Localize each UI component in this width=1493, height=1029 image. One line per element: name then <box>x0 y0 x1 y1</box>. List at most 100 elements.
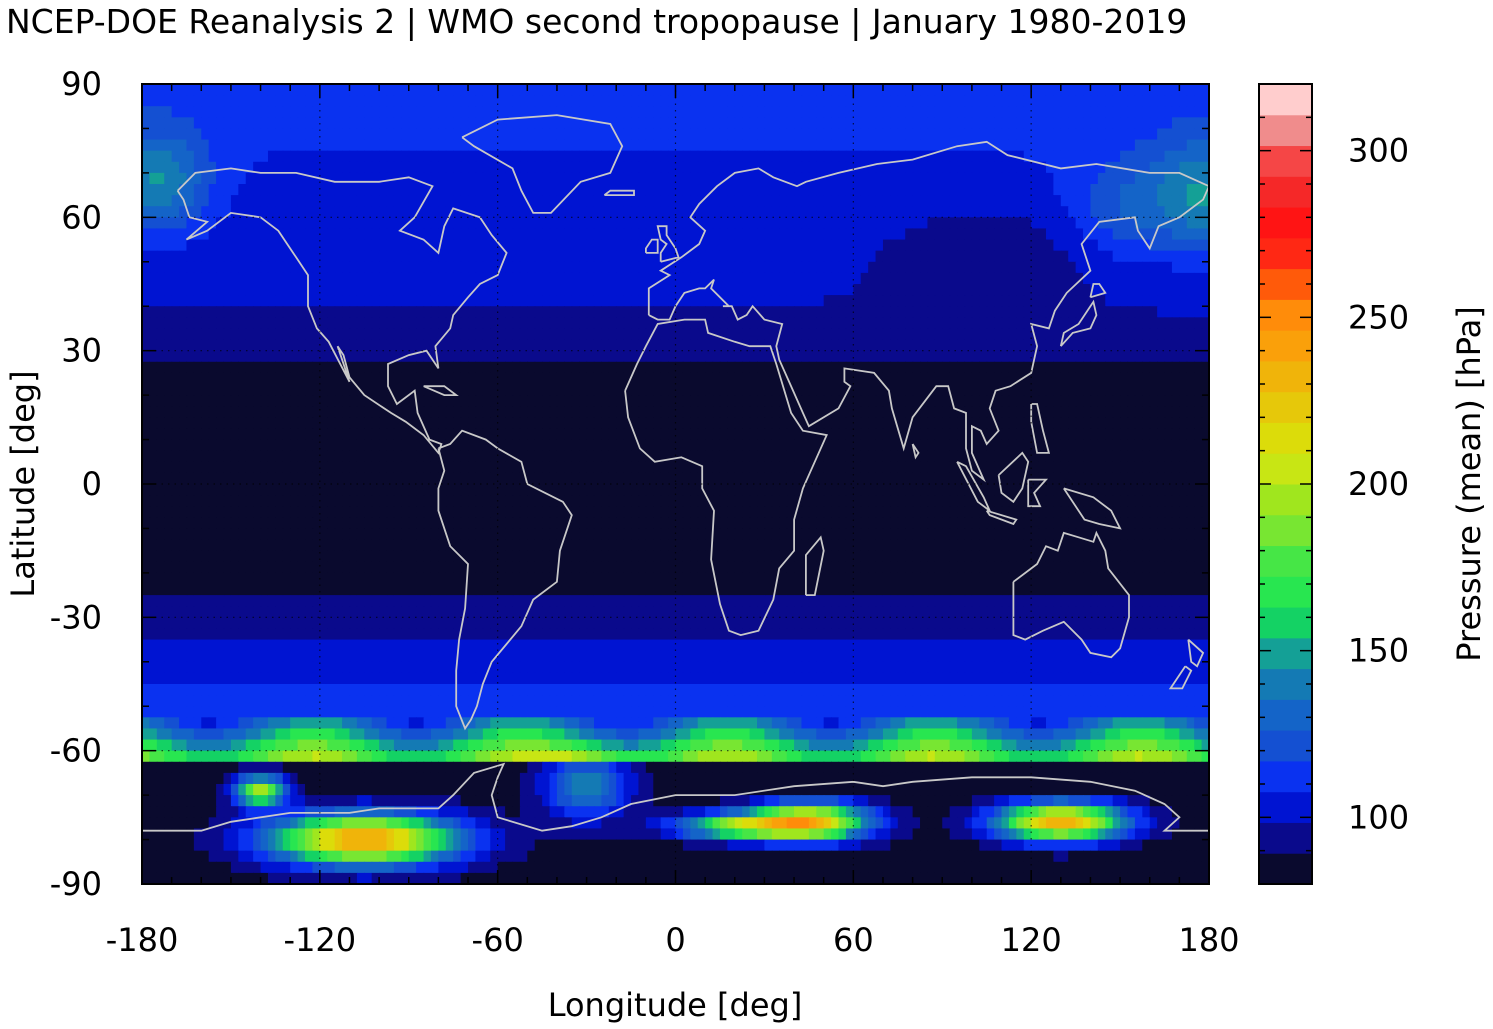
heatmap-cell <box>964 206 973 218</box>
heatmap-cell <box>1149 184 1158 196</box>
heatmap-cell <box>142 184 151 196</box>
heatmap-cell <box>460 172 469 185</box>
heatmap-cell <box>512 106 521 118</box>
heatmap-cell <box>586 272 595 285</box>
heatmap-cell <box>845 128 854 141</box>
heatmap-cell <box>245 450 254 463</box>
heatmap-cell <box>386 184 395 196</box>
heatmap-cell <box>1127 261 1136 274</box>
heatmap-cell <box>142 117 151 130</box>
heatmap-cell <box>460 384 469 396</box>
heatmap-cell <box>601 250 610 263</box>
heatmap-cell <box>794 372 803 385</box>
heatmap-cell <box>275 395 284 407</box>
heatmap-cell <box>401 195 410 207</box>
heatmap-cell <box>1053 117 1062 130</box>
heatmap-cell <box>1097 228 1106 241</box>
heatmap-cell <box>438 417 447 430</box>
heatmap-cell <box>905 317 914 330</box>
heatmap-cell <box>186 239 195 252</box>
heatmap-cell <box>808 239 817 252</box>
heatmap-cell <box>1120 195 1129 207</box>
heatmap-cell <box>942 272 951 285</box>
heatmap-cell <box>1001 384 1010 396</box>
heatmap-cell <box>905 106 914 118</box>
heatmap-cell <box>238 106 247 118</box>
heatmap-cell <box>497 450 506 463</box>
heatmap-cell <box>408 428 417 441</box>
heatmap-cell <box>416 117 425 130</box>
heatmap-cell <box>1171 250 1180 263</box>
heatmap-cell <box>297 428 306 441</box>
heatmap-cell <box>171 406 180 418</box>
heatmap-cell <box>290 406 299 418</box>
heatmap-cell <box>534 450 543 463</box>
heatmap-cell <box>1090 417 1099 430</box>
heatmap-cell <box>534 150 543 163</box>
heatmap-cell <box>342 128 351 141</box>
heatmap-cell <box>712 261 721 274</box>
heatmap-cell <box>786 295 795 307</box>
heatmap-cell <box>408 328 417 341</box>
heatmap-cell <box>831 161 840 174</box>
heatmap-cell <box>653 461 662 474</box>
heatmap-cell <box>727 195 736 207</box>
heatmap-cell <box>379 417 388 430</box>
heatmap-cell <box>1023 250 1032 263</box>
heatmap-cell <box>1060 172 1069 185</box>
heatmap-cell <box>549 150 558 163</box>
heatmap-cell <box>964 395 973 407</box>
heatmap-cell <box>675 306 684 318</box>
heatmap-cell <box>882 461 891 474</box>
heatmap-cell <box>616 317 625 330</box>
heatmap-cell <box>838 172 847 185</box>
heatmap-cell <box>727 206 736 218</box>
heatmap-cell <box>505 395 514 407</box>
heatmap-cell <box>468 384 477 396</box>
heatmap-cell <box>608 417 617 430</box>
heatmap-cell <box>890 361 899 374</box>
heatmap-cell <box>408 150 417 163</box>
heatmap-cell <box>868 95 877 107</box>
heatmap-cell <box>868 406 877 418</box>
heatmap-cell <box>757 306 766 318</box>
heatmap-cell <box>1120 439 1129 452</box>
heatmap-cell <box>201 339 210 352</box>
heatmap-cell <box>801 217 810 230</box>
heatmap-cell <box>1194 128 1203 141</box>
heatmap-cell <box>616 161 625 174</box>
heatmap-cell <box>1134 450 1143 463</box>
heatmap-cell <box>505 106 514 118</box>
heatmap-cell <box>193 439 202 452</box>
heatmap-cell <box>645 406 654 418</box>
heatmap-cell <box>1149 95 1158 107</box>
heatmap-cell <box>934 372 943 385</box>
heatmap-cell <box>957 239 966 252</box>
heatmap-cell <box>527 306 536 318</box>
heatmap-cell <box>1053 228 1062 241</box>
heatmap-cell <box>386 228 395 241</box>
heatmap-cell <box>423 384 432 396</box>
heatmap-cell <box>653 295 662 307</box>
heatmap-cell <box>371 117 380 130</box>
heatmap-cell <box>712 317 721 330</box>
heatmap-cell <box>408 350 417 363</box>
heatmap-cell <box>905 139 914 152</box>
heatmap-cell <box>1157 306 1166 318</box>
heatmap-cell <box>697 95 706 107</box>
heatmap-cell <box>201 139 210 152</box>
heatmap-cell <box>542 250 551 263</box>
heatmap-cell <box>868 161 877 174</box>
heatmap-cell <box>927 417 936 430</box>
heatmap-cell <box>475 150 484 163</box>
heatmap-cell <box>1134 406 1143 418</box>
heatmap-cell <box>438 261 447 274</box>
heatmap-cell <box>682 117 691 130</box>
heatmap-cell <box>757 206 766 218</box>
heatmap-cell <box>986 328 995 341</box>
heatmap-cell <box>505 250 514 263</box>
heatmap-cell <box>794 217 803 230</box>
heatmap-cell <box>986 95 995 107</box>
heatmap-cell <box>1045 450 1054 463</box>
heatmap-cell <box>453 417 462 430</box>
